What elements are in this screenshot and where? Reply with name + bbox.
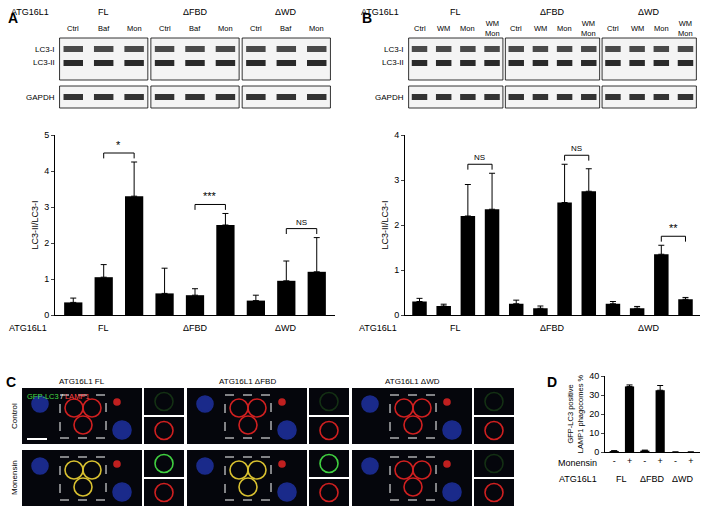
svg-text:FL: FL (98, 323, 109, 333)
svg-text:WM: WM (437, 24, 450, 33)
svg-text:10: 10 (589, 428, 599, 438)
svg-text:-: - (613, 456, 616, 466)
svg-text:LC3-II: LC3-II (382, 58, 404, 67)
svg-text:3: 3 (394, 175, 399, 185)
svg-text:Ctrl: Ctrl (607, 24, 619, 33)
svg-text:Ctrl: Ctrl (67, 24, 79, 33)
svg-text:GAPDH: GAPDH (375, 93, 404, 102)
svg-text:+: + (688, 456, 693, 466)
svg-text:ΔFBD: ΔFBD (183, 323, 208, 333)
svg-text:ΔWD: ΔWD (638, 323, 660, 333)
svg-text:-: - (643, 456, 646, 466)
svg-text:WM: WM (631, 24, 644, 33)
svg-text:LC3-I: LC3-I (384, 45, 404, 54)
svg-text:ΔFBD: ΔFBD (540, 323, 565, 333)
svg-text:Baf: Baf (98, 24, 110, 33)
svg-text:GFP-LC3 positiveLAMP1 phagocom: GFP-LC3 positiveLAMP1 phagocomes % (566, 374, 585, 453)
svg-text:*: * (116, 139, 121, 151)
svg-text:2: 2 (44, 238, 49, 248)
svg-text:ΔWD: ΔWD (638, 7, 660, 17)
svg-text:Mon: Mon (654, 24, 669, 33)
svg-text:C: C (6, 374, 16, 390)
svg-text:ΔWD: ΔWD (672, 474, 694, 484)
svg-text:ΔFBD: ΔFBD (183, 7, 208, 17)
svg-text:Mon: Mon (460, 24, 475, 33)
svg-text:2: 2 (394, 220, 399, 230)
svg-text:Baf: Baf (280, 24, 292, 33)
svg-text:Mon: Mon (309, 24, 324, 33)
svg-text:NS: NS (474, 153, 485, 162)
svg-text:ATG16L1: ATG16L1 (359, 323, 397, 333)
svg-text:D: D (547, 374, 557, 390)
svg-text:LC3-II/LC3-I: LC3-II/LC3-I (380, 200, 390, 249)
svg-text:***: *** (203, 190, 217, 202)
svg-text:Mon: Mon (127, 24, 142, 33)
svg-text:3: 3 (44, 202, 49, 212)
svg-text:GFP-LC3 / LAMP1: GFP-LC3 / LAMP1 (27, 392, 90, 401)
svg-text:4: 4 (44, 166, 49, 176)
svg-text:Baf: Baf (189, 24, 201, 33)
svg-text:Ctrl: Ctrl (414, 24, 426, 33)
svg-text:WMMon: WMMon (485, 19, 500, 38)
svg-text:B: B (362, 10, 372, 26)
svg-text:Monensin: Monensin (10, 460, 19, 495)
svg-text:4: 4 (394, 130, 399, 140)
svg-text:ATG16L1 ΔWD: ATG16L1 ΔWD (385, 377, 440, 386)
svg-text:ATG16L1 ΔFBD: ATG16L1 ΔFBD (219, 377, 276, 386)
svg-text:1: 1 (394, 265, 399, 275)
svg-text:WMMon: WMMon (581, 19, 596, 38)
svg-text:ΔWD: ΔWD (275, 7, 297, 17)
svg-text:ΔFBD: ΔFBD (640, 474, 665, 484)
svg-text:NS: NS (571, 144, 582, 153)
svg-text:ΔFBD: ΔFBD (540, 7, 565, 17)
svg-text:A: A (8, 10, 18, 26)
svg-text:Ctrl: Ctrl (159, 24, 171, 33)
svg-text:ATG16L1 FL: ATG16L1 FL (59, 377, 105, 386)
svg-text:ATG16L1: ATG16L1 (361, 7, 399, 17)
svg-text:WM: WM (534, 24, 547, 33)
svg-text:NS: NS (296, 218, 307, 227)
svg-text:Mon: Mon (218, 24, 233, 33)
svg-text:30: 30 (589, 390, 599, 400)
svg-text:+: + (658, 456, 663, 466)
svg-text:0: 0 (594, 447, 599, 457)
svg-text:Monensin: Monensin (558, 458, 597, 468)
svg-text:GAPDH: GAPDH (26, 93, 55, 102)
svg-text:LC3-II: LC3-II (33, 58, 55, 67)
svg-text:5: 5 (44, 130, 49, 140)
svg-text:ATG16L1: ATG16L1 (559, 474, 597, 484)
svg-text:Ctrl: Ctrl (250, 24, 262, 33)
svg-text:ATG16L1: ATG16L1 (11, 7, 49, 17)
svg-text:Mon: Mon (557, 24, 572, 33)
svg-text:20: 20 (589, 409, 599, 419)
svg-text:+: + (627, 456, 632, 466)
svg-text:Control: Control (10, 403, 19, 429)
svg-text:-: - (674, 456, 677, 466)
svg-text:1: 1 (44, 274, 49, 284)
svg-text:Ctrl: Ctrl (510, 24, 522, 33)
svg-text:ATG16L1: ATG16L1 (9, 323, 47, 333)
svg-text:LC3-II/LC3-I: LC3-II/LC3-I (30, 200, 40, 249)
svg-text:0: 0 (394, 310, 399, 320)
svg-text:FL: FL (616, 474, 627, 484)
svg-text:**: ** (669, 222, 678, 234)
svg-text:40: 40 (589, 371, 599, 381)
svg-text:FL: FL (98, 7, 109, 17)
svg-text:0: 0 (44, 310, 49, 320)
svg-text:ΔWD: ΔWD (275, 323, 297, 333)
svg-text:FL: FL (450, 323, 461, 333)
svg-text:LC3-I: LC3-I (35, 45, 55, 54)
svg-text:WMMon: WMMon (678, 19, 693, 38)
svg-text:FL: FL (450, 7, 461, 17)
